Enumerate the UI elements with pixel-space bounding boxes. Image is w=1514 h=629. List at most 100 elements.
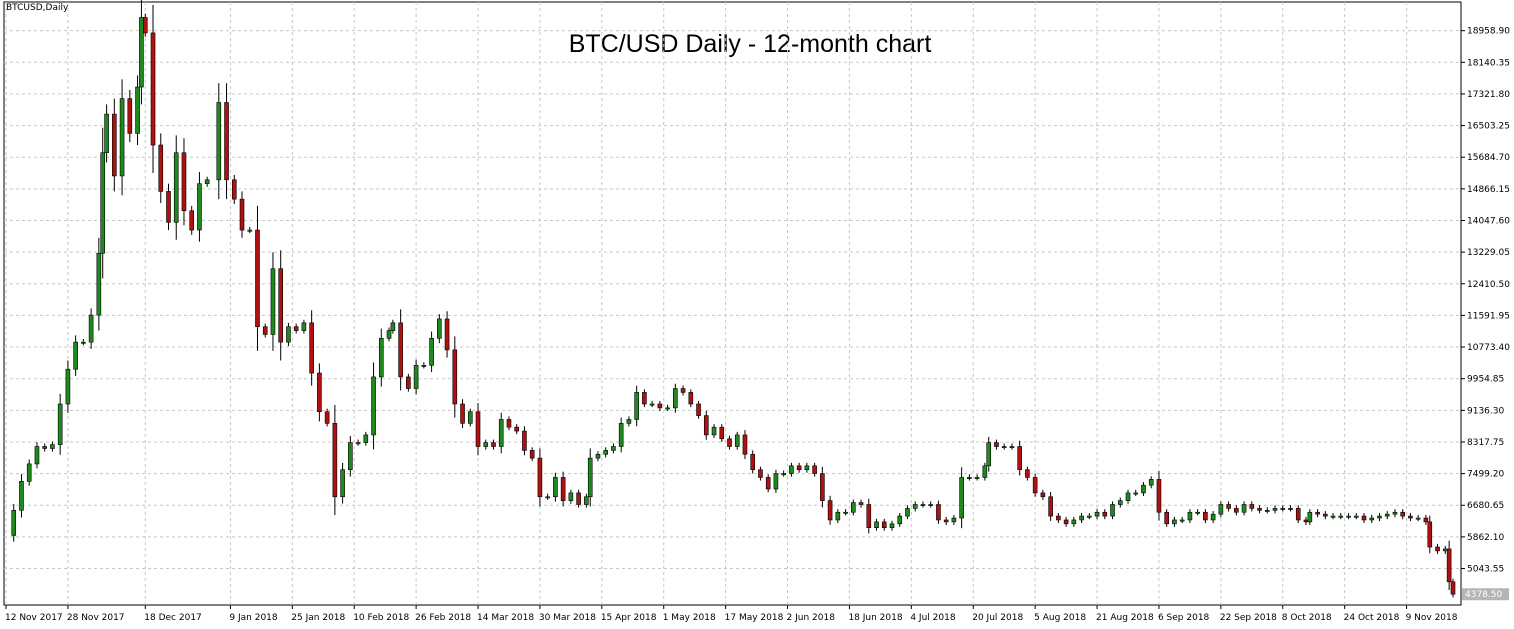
candle-down [657,403,663,409]
candle-up [1009,446,1015,449]
candle-up [665,407,670,410]
candle-down [506,419,512,428]
y-tick-label: 14047.60 [1467,216,1510,226]
candle-down [796,465,802,471]
candle-down [460,403,465,424]
candle-up [19,481,24,511]
candle-up [11,509,17,536]
candle-up [587,457,593,498]
candle-up [301,322,307,331]
candle-up [843,511,848,514]
candle-up [734,434,740,447]
x-tick-label: 14 Mar 2018 [477,613,534,623]
candle-up [603,450,608,455]
y-tick-label: 14866.15 [1467,185,1510,195]
y-tick-label: 17321.80 [1467,90,1510,100]
candle-down [181,152,187,212]
candle-up [286,326,291,343]
candle-down [680,388,686,393]
candle-up [584,496,589,505]
x-tick-label: 25 Jan 2018 [291,613,345,623]
candle-down [1295,508,1301,521]
candle-down [529,450,535,459]
candle-up [568,492,574,501]
candle-down [1400,511,1406,517]
candle-up [673,388,678,409]
candle-up [1338,515,1344,518]
candle-up [986,442,992,467]
x-tick-label: 28 Nov 2017 [67,613,125,623]
candle-down [127,98,133,134]
candle-up [1110,504,1115,517]
candle-down [522,430,527,451]
candle-up [711,426,717,436]
candle-up [57,403,63,445]
candle-up [437,318,442,339]
candle-up [386,330,392,339]
y-tick-label: 18958.90 [1467,27,1510,37]
x-tick-label: 15 Apr 2018 [601,613,657,623]
candle-down [239,198,245,231]
candle-up [1195,511,1200,514]
candle-down [262,326,268,335]
candle-up [1415,517,1421,520]
candle-down [1408,515,1413,519]
y-tick-label: 13229.05 [1467,248,1510,258]
candle-up [34,446,40,465]
candle-down [1156,479,1162,513]
candle-down [1361,515,1367,521]
x-tick-label: 10 Feb 2018 [353,613,409,623]
y-tick-label: 9136.30 [1467,406,1504,416]
x-tick-label: 26 Feb 2018 [415,613,471,623]
x-tick-label: 4 Jul 2018 [910,613,955,623]
candle-down [1249,504,1255,509]
candle-down [317,372,322,413]
candle-down [398,322,403,378]
candle-down [1048,496,1053,517]
candle-up [216,102,222,181]
candle-down [1446,548,1452,583]
candle-down [224,102,229,181]
candle-up [1280,508,1286,510]
candle-down [1102,511,1108,517]
candle-up [1264,509,1270,512]
candle-down [1423,517,1429,523]
y-tick-label: 8317.75 [1467,438,1504,448]
candle-down [936,504,941,521]
candle-down [1315,511,1320,515]
candle-down [42,446,47,449]
candle-up [483,442,489,447]
y-tick-label: 16503.25 [1467,122,1510,132]
candle-up [1392,511,1398,515]
candle-down [1040,492,1046,498]
candle-up [173,152,179,223]
candle-down [444,318,450,351]
candle-up [634,392,639,420]
candle-down [278,268,283,343]
x-axis: 12 Nov 2017 28 Nov 2017 18 Dec 2017 9 Jan 2… [5,605,1458,623]
x-tick-label: 2 Jun 2018 [787,613,836,623]
y-tick-label: 11591.95 [1467,311,1510,321]
y-tick-label: 9954.85 [1467,375,1504,385]
candle-down [142,17,148,34]
candle-up [81,341,86,344]
candle-down [1450,581,1456,595]
symbol-label: BTCUSD,Daily [6,3,69,13]
candle-down [1323,513,1328,517]
candle-down [765,477,771,490]
candle-down [189,210,195,231]
candle-down [150,32,156,146]
candle-up [1172,519,1177,525]
x-tick-label: 8 Oct 2018 [1282,613,1332,623]
candle-up [789,465,794,474]
candle-up [1179,519,1185,522]
candle-up [889,523,895,528]
candle-up [413,365,419,389]
x-tick-label: 18 Dec 2017 [144,613,202,623]
candle-up [1133,492,1139,495]
candle-down [1017,446,1022,471]
candle-up [874,521,879,528]
candle-up [553,477,558,498]
candle-down [1032,477,1038,494]
